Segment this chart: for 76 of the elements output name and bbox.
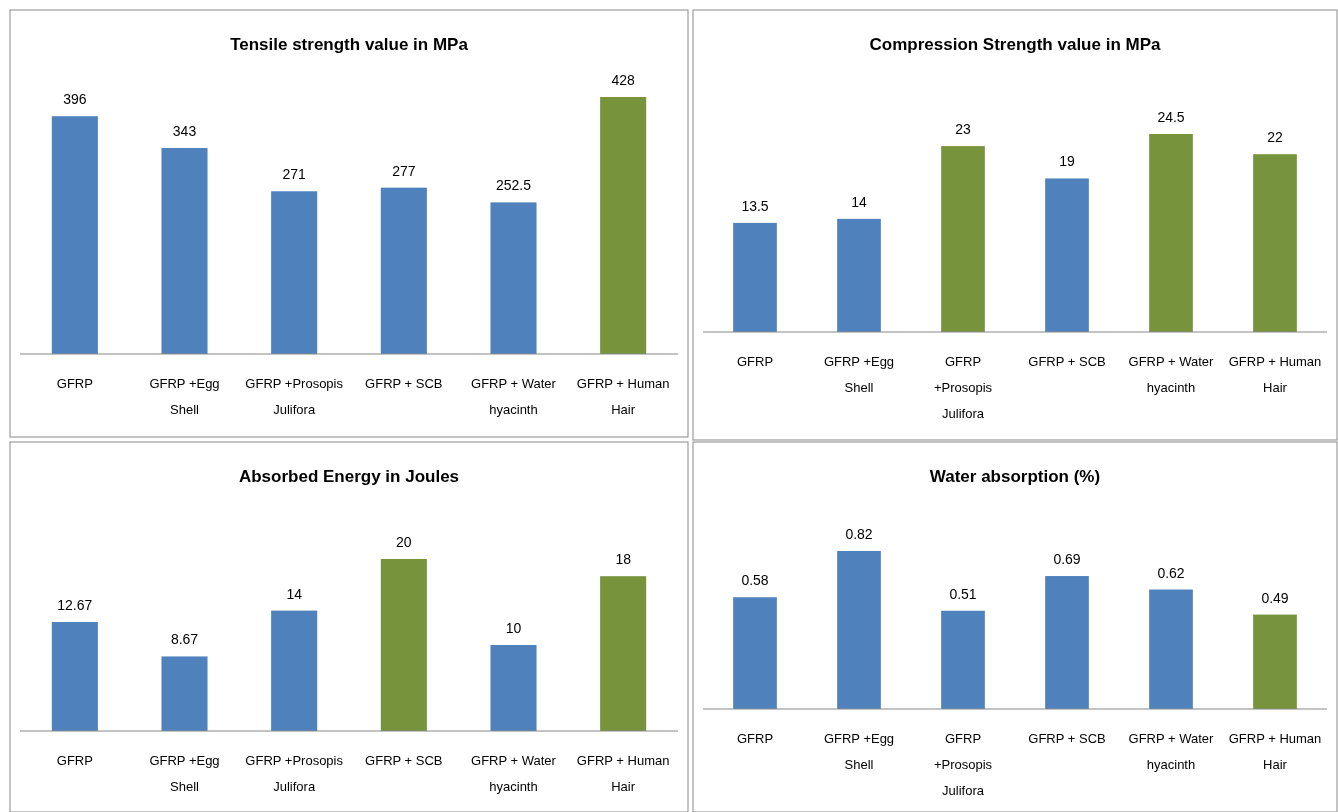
- bar: [837, 218, 881, 332]
- data-label: 18: [615, 551, 632, 568]
- x-tick-label: GFRP + Water hyacinth: [471, 376, 557, 417]
- data-label: 0.51: [949, 585, 977, 602]
- x-tick-label: GFRP + Water hyacinth: [1128, 354, 1215, 395]
- x-tick-label: GFRP: [736, 731, 774, 746]
- chart-title: Tensile strength value in MPa: [230, 35, 469, 54]
- data-label: 0.69: [1053, 551, 1081, 568]
- data-label: 23: [955, 121, 971, 138]
- bar: [941, 146, 985, 332]
- data-label: 13.5: [741, 197, 769, 214]
- x-tick-label: GFRP +Prosopis Julifora: [933, 354, 993, 421]
- x-tick-label: GFRP + Human Hair: [1228, 354, 1322, 395]
- x-tick-label: GFRP + Water hyacinth: [1128, 731, 1215, 772]
- data-label: 20: [396, 534, 412, 550]
- chart-title: Absorbed Energy in Joules: [238, 467, 460, 486]
- x-tick-label: GFRP + Human Hair: [576, 753, 670, 794]
- data-label: 277: [392, 162, 416, 179]
- bar: [380, 559, 427, 731]
- x-tick-label: GFRP: [56, 753, 93, 768]
- bar: [490, 645, 537, 731]
- data-label: 0.62: [1157, 564, 1185, 581]
- bar: [380, 187, 427, 354]
- data-label: 0.49: [1261, 589, 1289, 606]
- x-tick-label: GFRP + SCB: [1028, 731, 1106, 746]
- data-label: 343: [172, 123, 197, 140]
- x-tick-label: GFRP + SCB: [365, 753, 443, 768]
- bar: [1045, 178, 1089, 332]
- x-tick-label: GFRP +Egg Shell: [823, 354, 895, 395]
- bar: [837, 551, 881, 709]
- data-label: 8.67: [170, 631, 199, 648]
- x-tick-label: GFRP +Egg Shell: [149, 376, 220, 417]
- data-label: 22: [1267, 129, 1283, 146]
- x-tick-label: GFRP +Egg Shell: [823, 731, 895, 772]
- x-tick-label: GFRP + SCB: [365, 376, 443, 391]
- x-tick-label: GFRP + SCB: [1028, 354, 1106, 369]
- x-tick-label: GFRP +Prosopis Julifora: [245, 376, 344, 417]
- bar: [1253, 614, 1297, 709]
- bar: [733, 222, 777, 332]
- data-label: 271: [282, 166, 307, 183]
- bar: [161, 148, 208, 354]
- bar: [733, 597, 777, 709]
- bar: [941, 610, 985, 709]
- bar: [1149, 589, 1193, 709]
- x-tick-label: GFRP: [736, 354, 774, 369]
- data-label: 14: [851, 193, 867, 210]
- chart-title: Compression Strength value in MPa: [869, 35, 1162, 54]
- x-tick-label: GFRP + Water hyacinth: [471, 753, 557, 794]
- x-tick-label: GFRP: [56, 376, 93, 391]
- data-label: 14: [286, 585, 303, 602]
- x-tick-label: GFRP +Prosopis Julifora: [245, 753, 344, 794]
- data-label: 0.82: [845, 526, 873, 542]
- bar: [1253, 154, 1297, 332]
- x-tick-label: GFRP +Egg Shell: [149, 753, 220, 794]
- x-tick-label: GFRP + Human Hair: [1228, 731, 1322, 772]
- data-label: 10: [505, 620, 522, 636]
- bar: [271, 610, 318, 731]
- bar: [51, 116, 98, 354]
- bar: [600, 97, 647, 354]
- data-label: 428: [611, 72, 636, 88]
- chart-title: Water absorption (%): [929, 467, 1101, 486]
- data-label: 19: [1059, 153, 1075, 170]
- bar: [51, 622, 98, 731]
- x-tick-label: GFRP +Prosopis Julifora: [933, 731, 993, 798]
- bar: [161, 656, 208, 731]
- data-label: 24.5: [1157, 109, 1185, 125]
- data-label: 0.58: [741, 572, 769, 589]
- data-label: 252.5: [495, 177, 532, 194]
- bar: [490, 202, 537, 354]
- bar: [1149, 134, 1193, 332]
- data-label: 396: [63, 91, 87, 108]
- x-tick-label: GFRP + Human Hair: [576, 376, 670, 417]
- bar: [271, 191, 318, 354]
- data-label: 12.67: [57, 597, 93, 614]
- bar: [600, 576, 647, 731]
- bar: [1045, 576, 1089, 709]
